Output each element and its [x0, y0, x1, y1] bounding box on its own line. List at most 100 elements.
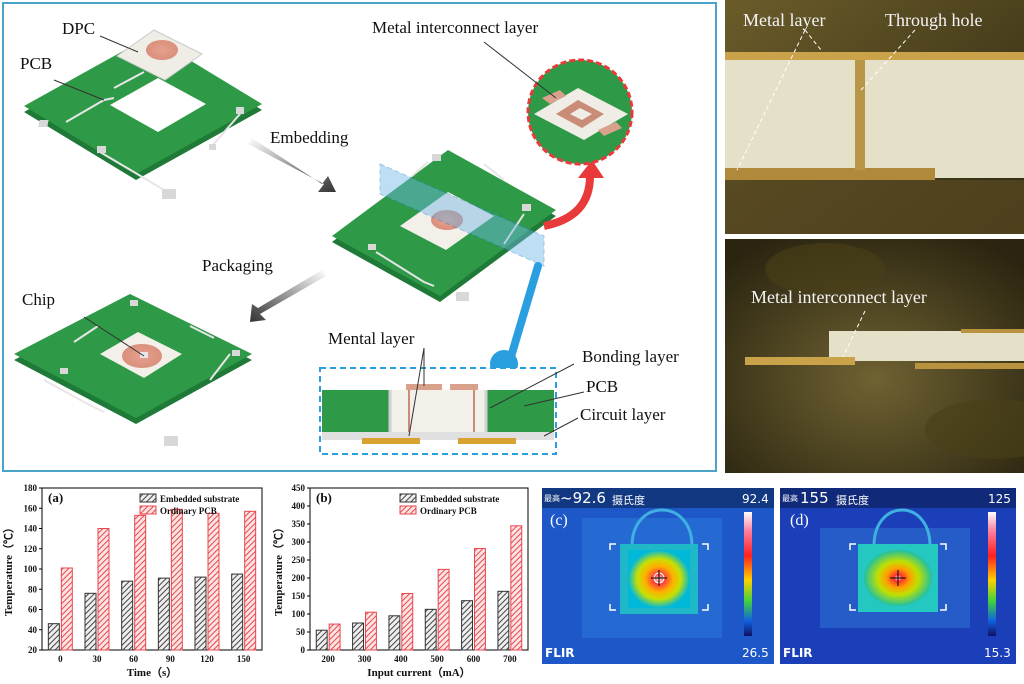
cross-section-diagram	[319, 347, 585, 455]
pcb-board-with-cavity	[24, 36, 262, 199]
bar-ordinary	[510, 525, 523, 651]
panel-label: (a)	[48, 490, 63, 505]
flir-logo-c: FLIR	[545, 646, 575, 660]
chart-b-current-temperature: 0 50 100 150 200 250 300 350 400 450 200 300 400 500 6…	[272, 483, 529, 679]
y-tick-label: 60	[28, 605, 38, 615]
bar-ordinary	[244, 510, 257, 651]
thermal-d-readout: 155	[800, 489, 829, 507]
thermal-c-corner-label: 最高	[544, 494, 560, 503]
x-tick-label: 60	[129, 654, 139, 664]
legend-swatch	[139, 493, 157, 503]
thermal-image-d: 最高 155 摄氏度 125 15.3 (d) FLIR	[780, 488, 1016, 664]
legend-label: Embedded substrate	[160, 494, 239, 504]
bar-ordinary	[134, 514, 147, 651]
dpc-substrate	[116, 29, 203, 81]
x-tick-label: 30	[93, 654, 103, 664]
x-tick-label: 90	[166, 654, 176, 664]
y-tick-label: 100	[292, 609, 306, 619]
packaging-arrow	[250, 270, 326, 322]
thermal-c-max: 92.4	[742, 492, 769, 506]
legend-label: Ordinary PCB	[160, 506, 217, 516]
thermal-c-panel-label: (c)	[550, 512, 568, 529]
bar-embedded	[388, 615, 401, 651]
pcb-board-packaged	[14, 294, 252, 446]
bar-ordinary	[437, 568, 450, 651]
y-tick-label: 0	[301, 645, 306, 655]
y-axis-label: Temperature（℃）	[272, 522, 285, 616]
bar-ordinary	[60, 567, 73, 651]
bar-embedded	[352, 622, 364, 651]
bar-embedded	[424, 608, 437, 651]
pcb-board-embedded	[332, 150, 556, 302]
bar-ordinary	[328, 623, 341, 651]
y-tick-label: 20	[28, 645, 38, 655]
x-axis-label: Time（s）	[127, 666, 178, 679]
metal-interconnect-zoom	[483, 41, 634, 166]
bar-ordinary	[401, 592, 414, 651]
legend-swatch	[399, 505, 417, 515]
x-tick-label: 400	[394, 654, 408, 664]
y-tick-label: 300	[292, 537, 306, 547]
x-axis-label: Input current（mA）	[367, 666, 470, 679]
bar-embedded	[461, 600, 474, 651]
bar-embedded	[47, 623, 60, 651]
bar-embedded	[84, 592, 97, 651]
y-tick-label: 140	[24, 524, 38, 534]
thermal-c-min: 26.5	[742, 646, 769, 660]
thermal-d-max: 125	[988, 492, 1011, 506]
photo-label-through-hole: Through hole	[885, 10, 983, 30]
label-bonding-layer: Bonding layer	[582, 347, 679, 366]
thermal-image-c: 最高 ~92.6 摄氏度 92.4 26.5 (c) FLIR	[542, 488, 774, 664]
y-tick-label: 40	[28, 625, 38, 635]
y-tick-label: 150	[292, 591, 306, 601]
thermal-c-readout: ~92.6	[560, 489, 606, 507]
thermal-d-min: 15.3	[984, 646, 1011, 660]
process-schematic-panel: DPC PCB Metal interconnect layer Embeddi…	[2, 2, 717, 472]
bar-embedded	[231, 573, 244, 651]
embedding-arrow	[248, 138, 336, 192]
chart-a-time-temperature: 20 40 60 80 100 120 140 160 180 0 30 60 90 120 150 Time…	[2, 483, 263, 679]
bar-ordinary	[170, 508, 183, 651]
bar-embedded	[121, 580, 134, 651]
photo-label-metal-layer: Metal layer	[743, 10, 826, 30]
bar-ordinary	[365, 611, 377, 651]
flir-logo-d: FLIR	[783, 646, 813, 660]
label-dpc: DPC	[62, 19, 96, 38]
bar-embedded	[497, 590, 510, 651]
legend-label: Ordinary PCB	[420, 506, 477, 516]
label-pcb-cross: PCB	[586, 377, 619, 396]
bar-embedded	[157, 577, 170, 651]
chart-frame	[309, 487, 529, 651]
bar-ordinary	[97, 528, 110, 651]
label-packaging: Packaging	[202, 256, 273, 275]
y-tick-label: 120	[24, 544, 38, 554]
x-tick-label: 500	[430, 654, 444, 664]
y-tick-label: 180	[24, 483, 38, 493]
x-tick-label: 0	[58, 654, 63, 664]
y-tick-label: 400	[292, 501, 306, 511]
x-tick-label: 200	[321, 654, 335, 664]
legend-label: Embedded substrate	[420, 494, 499, 504]
y-tick-label: 100	[24, 564, 38, 574]
legend-swatch	[399, 493, 417, 503]
label-pcb: PCB	[20, 54, 53, 73]
bar-ordinary	[474, 547, 486, 651]
y-tick-label: 160	[24, 503, 38, 513]
thermal-d-unit: 摄氏度	[836, 494, 869, 507]
micrograph-through-hole: Metal layer Through hole	[725, 0, 1024, 234]
y-tick-label: 450	[292, 483, 306, 493]
label-metal-interconnect: Metal interconnect layer	[372, 18, 539, 37]
process-schematic-drawing	[14, 29, 634, 455]
y-tick-label: 50	[296, 627, 306, 637]
thermal-d-corner-label: 最高	[782, 494, 798, 503]
bar-embedded	[194, 576, 207, 651]
y-tick-label: 200	[292, 573, 306, 583]
x-tick-label: 300	[358, 654, 372, 664]
panel-label: (b)	[316, 490, 332, 505]
zoom-arrow	[543, 175, 594, 230]
micrograph-metal-interconnect: Metal interconnect layer	[725, 239, 1024, 473]
label-mental-layer: Mental layer	[328, 329, 415, 348]
label-embedding: Embedding	[270, 128, 349, 147]
y-tick-label: 350	[292, 519, 306, 529]
thermal-c-unit: 摄氏度	[612, 494, 645, 507]
